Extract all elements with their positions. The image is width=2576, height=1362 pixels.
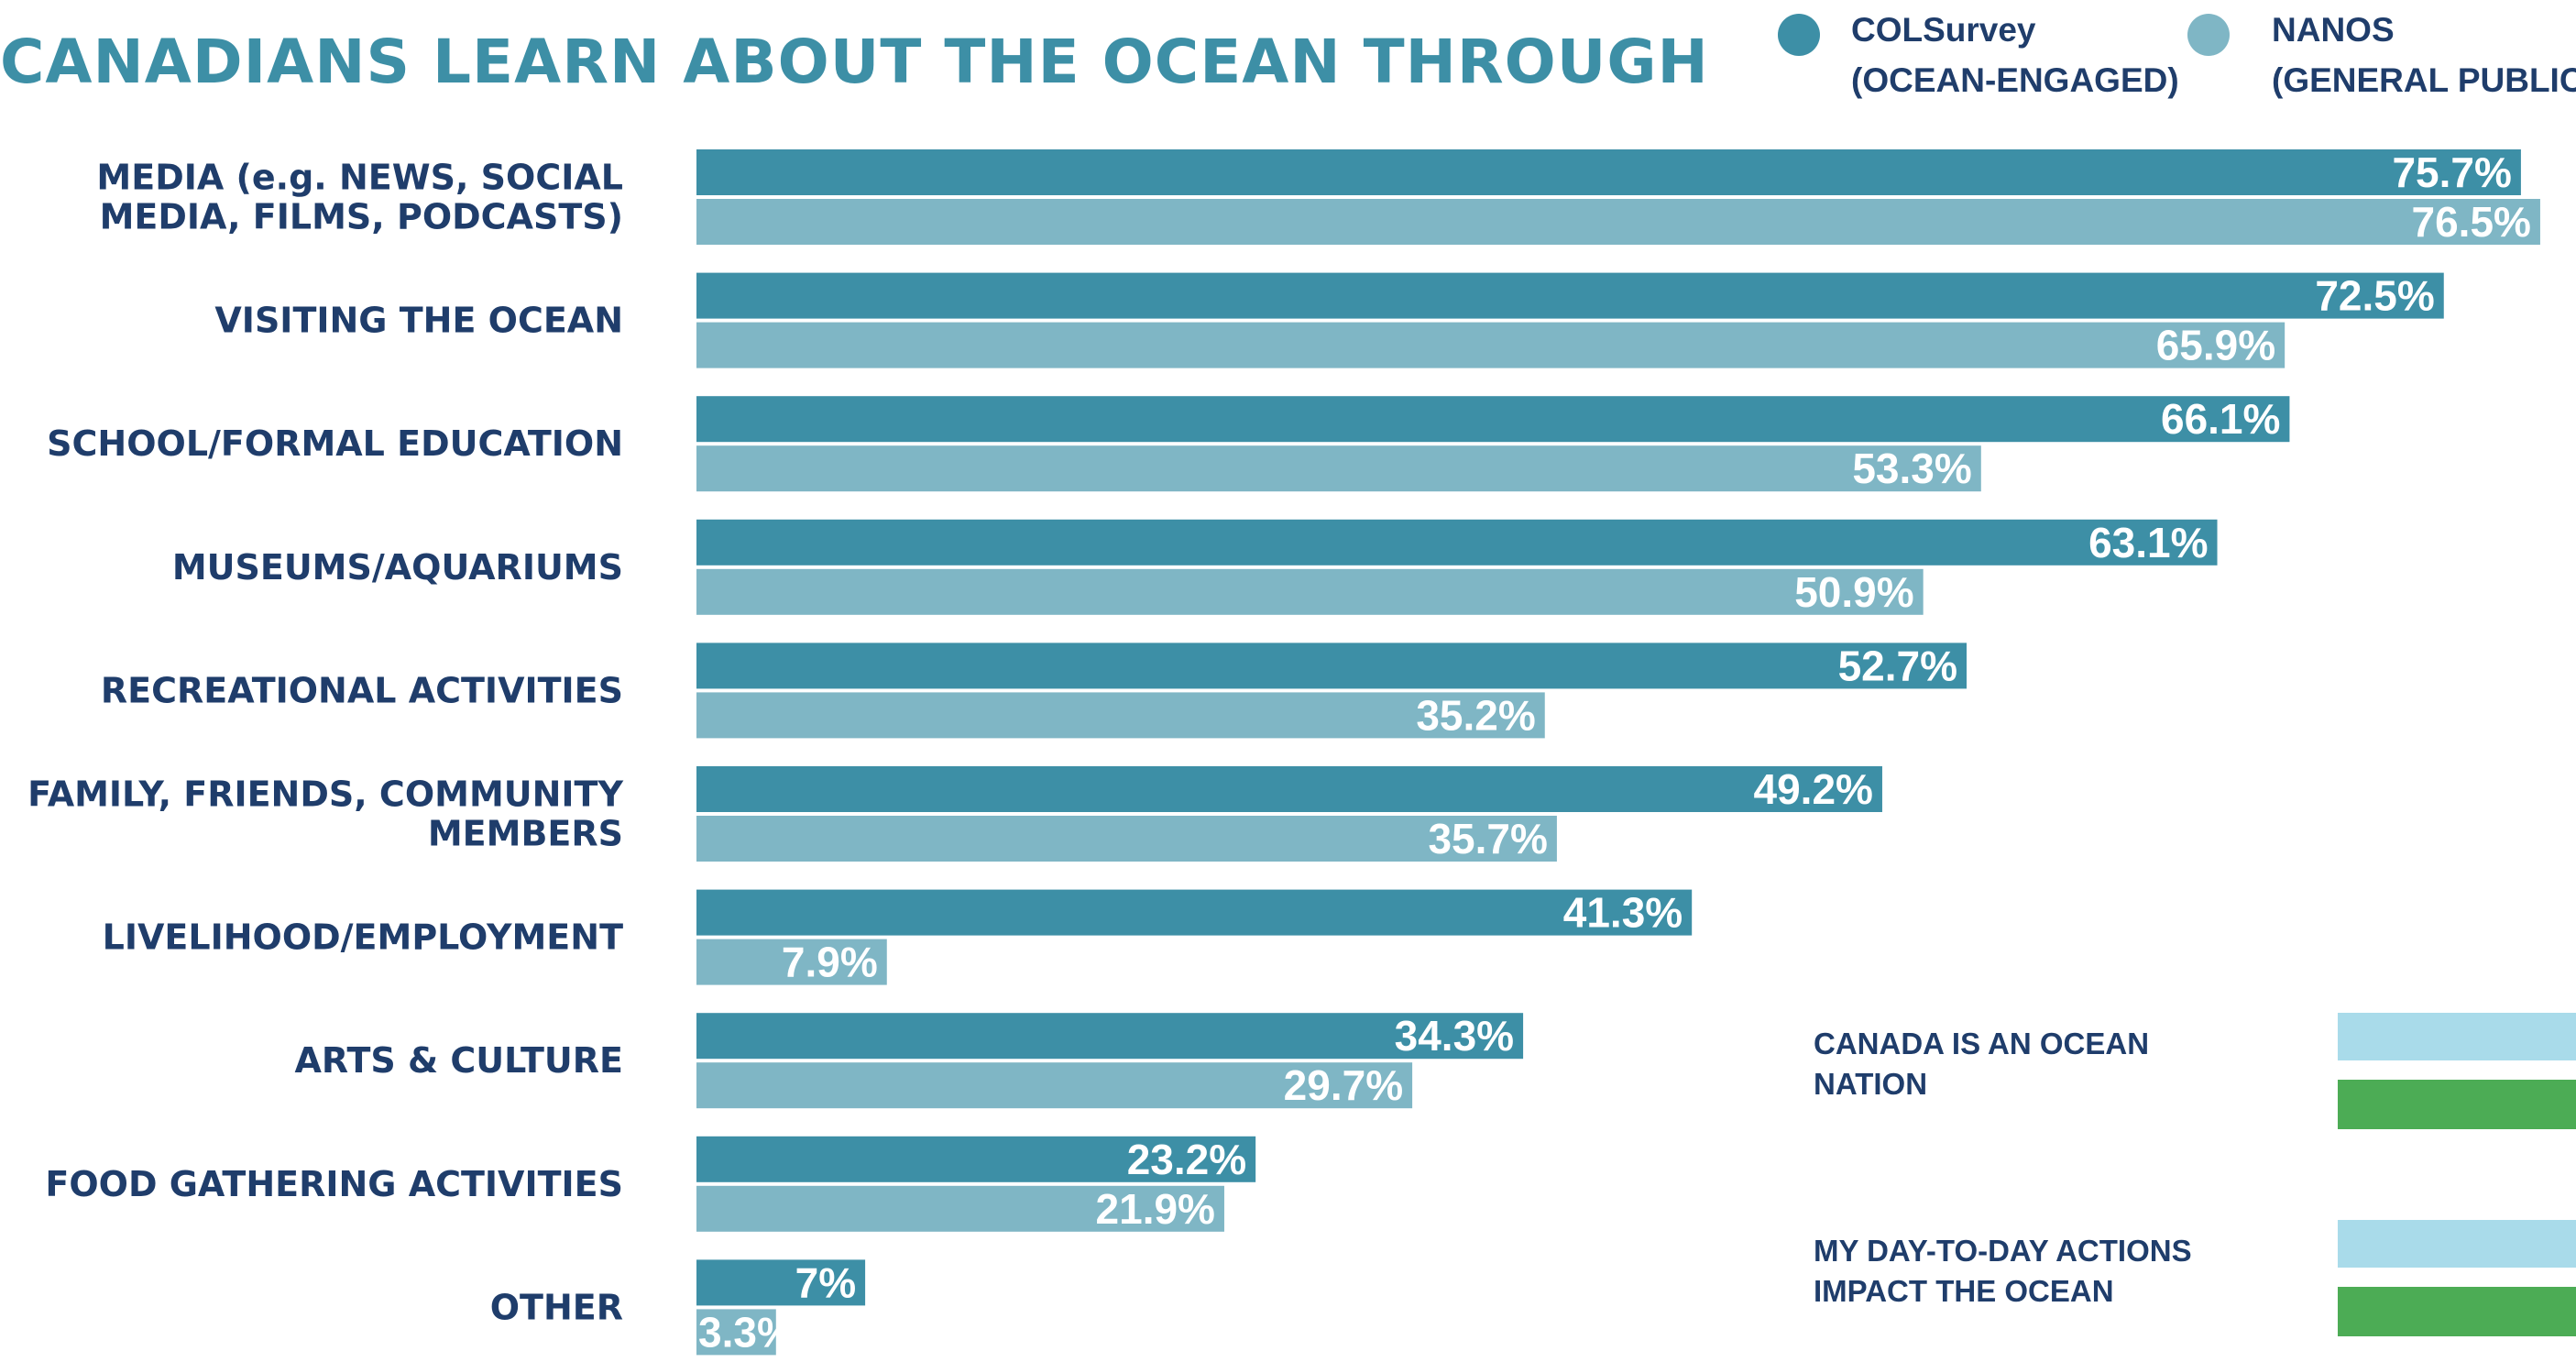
bar-colsurvey — [696, 1259, 866, 1306]
category-label: SCHOOL/FORMAL EDUCATION — [47, 423, 623, 464]
bar-nanos — [696, 692, 1545, 739]
value-labels: 75.7%76.5% 72.5% 65.9% 66.1% 53.3% 63.1% 50.9%… — [698, 148, 2531, 1356]
side-bar-green — [2338, 1080, 2576, 1129]
bar-colsurvey — [696, 766, 1882, 812]
value-label-nanos: 7.9% — [782, 939, 878, 986]
category-label: MUSEUMS/AQUARIUMS — [172, 547, 623, 588]
legend: COLSurvey (OCEAN-ENGAGED) NANOS (GENERAL… — [1778, 11, 2576, 99]
value-label-nanos: 76.5% — [2412, 198, 2531, 246]
legend-sublabel-nanos: (GENERAL PUBLIC) — [2272, 61, 2576, 99]
side-bar-green — [2338, 1287, 2576, 1336]
category-label: LIVELIHOOD/EMPLOYMENT — [103, 917, 623, 958]
side-panel-label: CANADA IS AN OCEAN NATION — [1814, 1027, 2149, 1101]
value-label-colsurvey: 63.1% — [2088, 519, 2208, 566]
bar-nanos — [696, 939, 887, 985]
value-label-colsurvey: 52.7% — [1838, 642, 1957, 689]
legend-label-colsurvey: COLSurvey — [1851, 11, 2036, 49]
bars — [696, 149, 2540, 1356]
bar-nanos — [696, 1309, 776, 1356]
category-label: VISITING THE OCEAN — [214, 301, 623, 341]
legend-swatch-colsurvey — [1778, 14, 1820, 56]
side-bar-light-blue — [2338, 1013, 2576, 1060]
value-label-colsurvey: 23.2% — [1127, 1136, 1246, 1183]
value-label-colsurvey: 7% — [795, 1258, 856, 1306]
bar-colsurvey — [696, 396, 2290, 443]
value-label-colsurvey: 34.3% — [1395, 1012, 1514, 1060]
bar-nanos — [696, 816, 1557, 862]
bar-colsurvey — [696, 519, 2218, 566]
category-label: FOOD GATHERING ACTIVITIES — [45, 1164, 623, 1204]
value-label-nanos: 35.7% — [1428, 815, 1547, 862]
category-label: FAMILY, FRIENDS, COMMUNITY MEMBERS — [27, 774, 623, 854]
side-panel-label: MY DAY-TO-DAY ACTIONS IMPACT THE OCEAN — [1814, 1234, 2192, 1308]
value-label-nanos: 65.9% — [2156, 322, 2275, 369]
value-label-nanos: 53.3% — [1852, 445, 1971, 492]
category-label: RECREATIONAL ACTIVITIES — [101, 670, 623, 710]
value-label-nanos: 21.9% — [1096, 1185, 1215, 1233]
legend-label-nanos: NANOS — [2272, 11, 2395, 49]
bar-nanos — [696, 322, 2286, 368]
category-labels: MEDIA (e.g. NEWS, SOCIAL MEDIA, FILMS, PO… — [27, 158, 623, 1328]
bar-nanos — [696, 1062, 1413, 1109]
bar-colsurvey — [696, 889, 1693, 936]
bar-colsurvey — [696, 272, 2444, 319]
value-label-colsurvey: 49.2% — [1754, 765, 1873, 813]
value-label-nanos: 3.3% — [698, 1308, 795, 1356]
bar-colsurvey — [696, 643, 1968, 689]
bar-colsurvey — [696, 1136, 1256, 1182]
category-label: ARTS & CULTURE — [294, 1040, 623, 1081]
category-label: OTHER — [490, 1287, 623, 1327]
value-label-colsurvey: 75.7% — [2392, 148, 2511, 196]
value-label-colsurvey: 41.3% — [1563, 889, 1683, 937]
value-label-nanos: 35.2% — [1416, 691, 1535, 739]
legend-swatch-nanos — [2187, 14, 2230, 56]
category-label: MEDIA (e.g. NEWS, SOCIAL MEDIA, FILMS, PO… — [96, 158, 623, 237]
bar-nanos — [696, 568, 1924, 615]
legend-sublabel-colsurvey: (OCEAN-ENGAGED) — [1851, 61, 2179, 99]
bar-colsurvey — [696, 149, 2521, 195]
value-label-nanos: 50.9% — [1794, 568, 1913, 616]
value-label-nanos: 29.7% — [1284, 1061, 1403, 1109]
bar-colsurvey — [696, 1013, 1524, 1060]
value-label-colsurvey: 72.5% — [2315, 272, 2434, 320]
chart-title: CANADIANS LEARN ABOUT THE OCEAN THROUGH — [0, 27, 1709, 97]
value-label-colsurvey: 66.1% — [2161, 395, 2280, 443]
bar-nanos — [696, 445, 1981, 492]
side-bar-light-blue — [2338, 1220, 2576, 1268]
side-panel: CANADA IS AN OCEAN NATION MY DAY-TO-DAY AC… — [1814, 1013, 2576, 1336]
bar-nanos — [696, 1185, 1224, 1232]
bar-nanos — [696, 199, 2540, 245]
